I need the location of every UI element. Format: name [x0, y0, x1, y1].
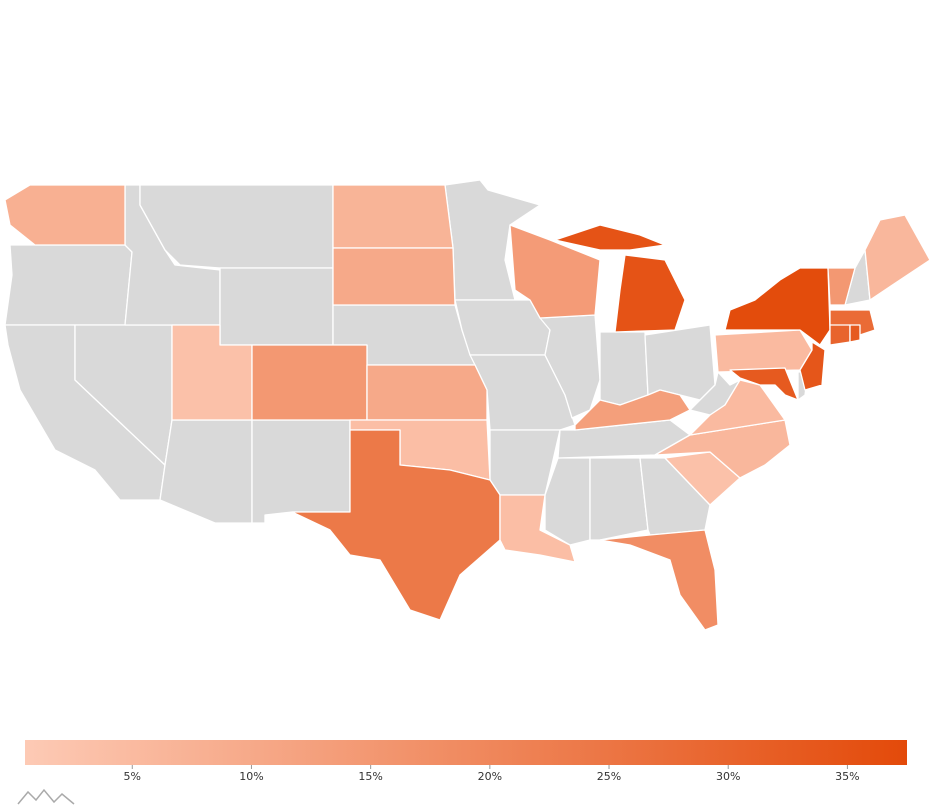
state	[251, 344, 368, 421]
state	[849, 324, 861, 343]
state	[366, 364, 488, 421]
state	[544, 457, 591, 546]
state	[4, 184, 126, 246]
state	[864, 214, 931, 301]
state	[291, 429, 501, 621]
state	[332, 247, 456, 306]
legend-tick-label: 30%	[716, 770, 740, 783]
logo	[17, 788, 75, 805]
state	[159, 419, 253, 524]
state	[554, 224, 686, 333]
state	[251, 419, 351, 524]
no-data-states	[4, 179, 871, 546]
legend-tick-label: 5%	[124, 770, 141, 783]
data-states	[4, 184, 931, 631]
state	[724, 267, 831, 346]
state	[714, 329, 813, 373]
state	[689, 379, 786, 436]
state	[332, 184, 454, 249]
state	[729, 367, 799, 401]
legend-tick-label: 15%	[358, 770, 382, 783]
legend-tick-label: 20%	[478, 770, 502, 783]
legend-gradient	[25, 740, 907, 765]
state	[827, 267, 856, 306]
legend-tick-label: 25%	[597, 770, 621, 783]
state	[589, 457, 649, 541]
legend-tick-label: 35%	[835, 770, 859, 783]
state	[219, 267, 334, 346]
state	[4, 244, 133, 326]
state	[599, 529, 719, 631]
state	[499, 494, 576, 563]
state	[599, 331, 649, 406]
state	[574, 389, 691, 431]
state	[829, 324, 851, 346]
legend: 5% 10% 15% 20% 25% 30% 35%	[124, 765, 860, 783]
state	[539, 314, 601, 419]
state	[644, 324, 716, 401]
state	[509, 224, 601, 319]
state	[799, 341, 826, 391]
legend-tick-label: 10%	[239, 770, 263, 783]
